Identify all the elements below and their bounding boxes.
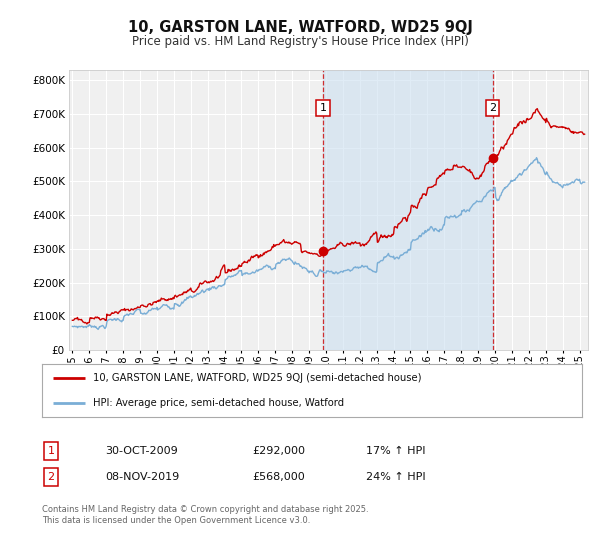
Text: £292,000: £292,000: [252, 446, 305, 456]
Text: 2: 2: [47, 472, 55, 482]
Text: 1: 1: [47, 446, 55, 456]
Text: 17% ↑ HPI: 17% ↑ HPI: [366, 446, 425, 456]
Text: 2: 2: [489, 103, 496, 113]
Text: HPI: Average price, semi-detached house, Watford: HPI: Average price, semi-detached house,…: [94, 398, 344, 408]
Text: £568,000: £568,000: [252, 472, 305, 482]
Text: 30-OCT-2009: 30-OCT-2009: [105, 446, 178, 456]
Text: Contains HM Land Registry data © Crown copyright and database right 2025.
This d: Contains HM Land Registry data © Crown c…: [42, 505, 368, 525]
Text: 10, GARSTON LANE, WATFORD, WD25 9QJ (semi-detached house): 10, GARSTON LANE, WATFORD, WD25 9QJ (sem…: [94, 374, 422, 384]
Text: Price paid vs. HM Land Registry's House Price Index (HPI): Price paid vs. HM Land Registry's House …: [131, 35, 469, 48]
Text: 24% ↑ HPI: 24% ↑ HPI: [366, 472, 425, 482]
Text: 1: 1: [320, 103, 326, 113]
Text: 10, GARSTON LANE, WATFORD, WD25 9QJ: 10, GARSTON LANE, WATFORD, WD25 9QJ: [128, 20, 472, 35]
Bar: [323, 70, 493, 350]
Text: 08-NOV-2019: 08-NOV-2019: [105, 472, 179, 482]
